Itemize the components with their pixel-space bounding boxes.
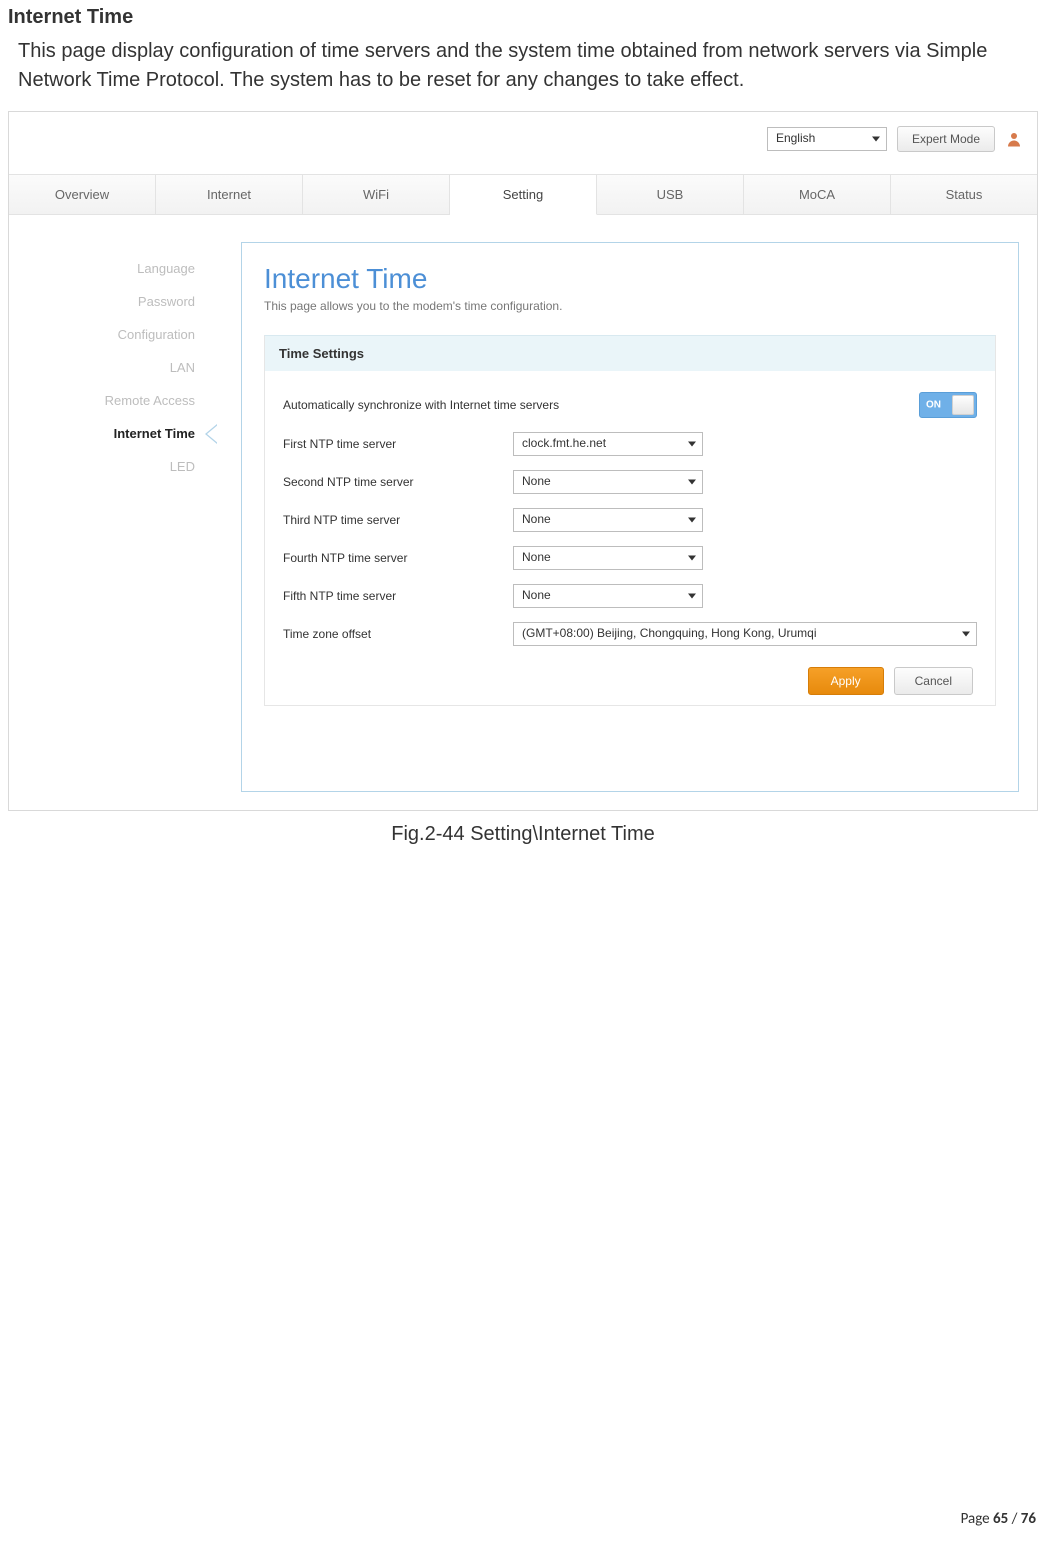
sidebar-item-remote-access[interactable]: Remote Access: [9, 384, 229, 417]
screenshot-figure: English Expert Mode Overview Internet Wi…: [8, 111, 1038, 811]
chevron-down-icon: [688, 442, 696, 447]
doc-section-description: This page display configuration of time …: [0, 37, 1046, 105]
ntp3-row: Third NTP time server None: [283, 501, 977, 539]
tab-internet[interactable]: Internet: [156, 175, 303, 214]
ntp3-value: None: [522, 512, 551, 526]
timezone-select[interactable]: (GMT+08:00) Beijing, Chongquing, Hong Ko…: [513, 622, 977, 646]
ntp1-label: First NTP time server: [283, 437, 513, 451]
panel-title: Internet Time: [264, 263, 996, 295]
doc-section-title: Internet Time: [0, 0, 1046, 37]
ntp1-value: clock.fmt.he.net: [522, 436, 606, 450]
settings-sidebar: Language Password Configuration LAN Remo…: [9, 252, 229, 483]
toggle-on-label: ON: [926, 400, 941, 411]
main-nav-tabs: Overview Internet WiFi Setting USB MoCA …: [9, 174, 1037, 215]
timezone-label: Time zone offset: [283, 627, 513, 641]
chevron-down-icon: [688, 480, 696, 485]
auto-sync-toggle[interactable]: ON: [919, 392, 977, 418]
ntp5-row: Fifth NTP time server None: [283, 577, 977, 615]
page-footer: Page 65 / 76: [961, 1510, 1036, 1528]
sidebar-item-language[interactable]: Language: [9, 252, 229, 285]
ntp1-select[interactable]: clock.fmt.he.net: [513, 432, 703, 456]
ntp4-value: None: [522, 550, 551, 564]
section-header: Time Settings: [265, 336, 995, 371]
ntp4-select[interactable]: None: [513, 546, 703, 570]
language-select-value: English: [776, 131, 815, 145]
tab-overview[interactable]: Overview: [9, 175, 156, 214]
page-sep: /: [1008, 1510, 1021, 1528]
chevron-down-icon: [688, 556, 696, 561]
time-settings-section: Time Settings Automatically synchronize …: [264, 335, 996, 706]
ntp3-select[interactable]: None: [513, 508, 703, 532]
topbar: English Expert Mode: [767, 126, 1023, 152]
page-label: Page: [961, 1510, 993, 1528]
tab-setting[interactable]: Setting: [450, 175, 597, 215]
chevron-down-icon: [688, 518, 696, 523]
ntp5-select[interactable]: None: [513, 584, 703, 608]
tab-usb[interactable]: USB: [597, 175, 744, 214]
sidebar-item-password[interactable]: Password: [9, 285, 229, 318]
sidebar-item-lan[interactable]: LAN: [9, 351, 229, 384]
expert-mode-button[interactable]: Expert Mode: [897, 126, 995, 152]
ntp4-label: Fourth NTP time server: [283, 551, 513, 565]
ntp5-label: Fifth NTP time server: [283, 589, 513, 603]
sidebar-item-configuration[interactable]: Configuration: [9, 318, 229, 351]
timezone-row: Time zone offset (GMT+08:00) Beijing, Ch…: [283, 615, 977, 653]
page-current: 65: [993, 1510, 1008, 1528]
tab-wifi[interactable]: WiFi: [303, 175, 450, 214]
sidebar-item-led[interactable]: LED: [9, 450, 229, 483]
ntp1-row: First NTP time server clock.fmt.he.net: [283, 425, 977, 463]
panel-subtitle: This page allows you to the modem's time…: [264, 299, 996, 313]
action-buttons: Apply Cancel: [283, 653, 977, 697]
ntp3-label: Third NTP time server: [283, 513, 513, 527]
ntp2-value: None: [522, 474, 551, 488]
chevron-down-icon: [872, 137, 880, 142]
ntp5-value: None: [522, 588, 551, 602]
language-select[interactable]: English: [767, 127, 887, 151]
apply-button[interactable]: Apply: [808, 667, 884, 695]
user-icon[interactable]: [1005, 130, 1023, 148]
ntp2-select[interactable]: None: [513, 470, 703, 494]
sidebar-item-internet-time[interactable]: Internet Time: [9, 417, 229, 450]
figure-caption: Fig.2-44 Setting\Internet Time: [0, 811, 1046, 858]
chevron-down-icon: [688, 594, 696, 599]
tab-status[interactable]: Status: [891, 175, 1037, 214]
auto-sync-label: Automatically synchronize with Internet …: [283, 398, 919, 412]
ntp2-label: Second NTP time server: [283, 475, 513, 489]
page-total: 76: [1021, 1510, 1036, 1528]
content-panel: Internet Time This page allows you to th…: [241, 242, 1019, 792]
ntp4-row: Fourth NTP time server None: [283, 539, 977, 577]
tab-moca[interactable]: MoCA: [744, 175, 891, 214]
auto-sync-row: Automatically synchronize with Internet …: [283, 385, 977, 425]
chevron-down-icon: [962, 632, 970, 637]
ntp2-row: Second NTP time server None: [283, 463, 977, 501]
cancel-button[interactable]: Cancel: [894, 667, 973, 695]
timezone-value: (GMT+08:00) Beijing, Chongquing, Hong Ko…: [522, 626, 817, 640]
toggle-knob: [952, 395, 974, 415]
section-body: Automatically synchronize with Internet …: [265, 371, 995, 705]
